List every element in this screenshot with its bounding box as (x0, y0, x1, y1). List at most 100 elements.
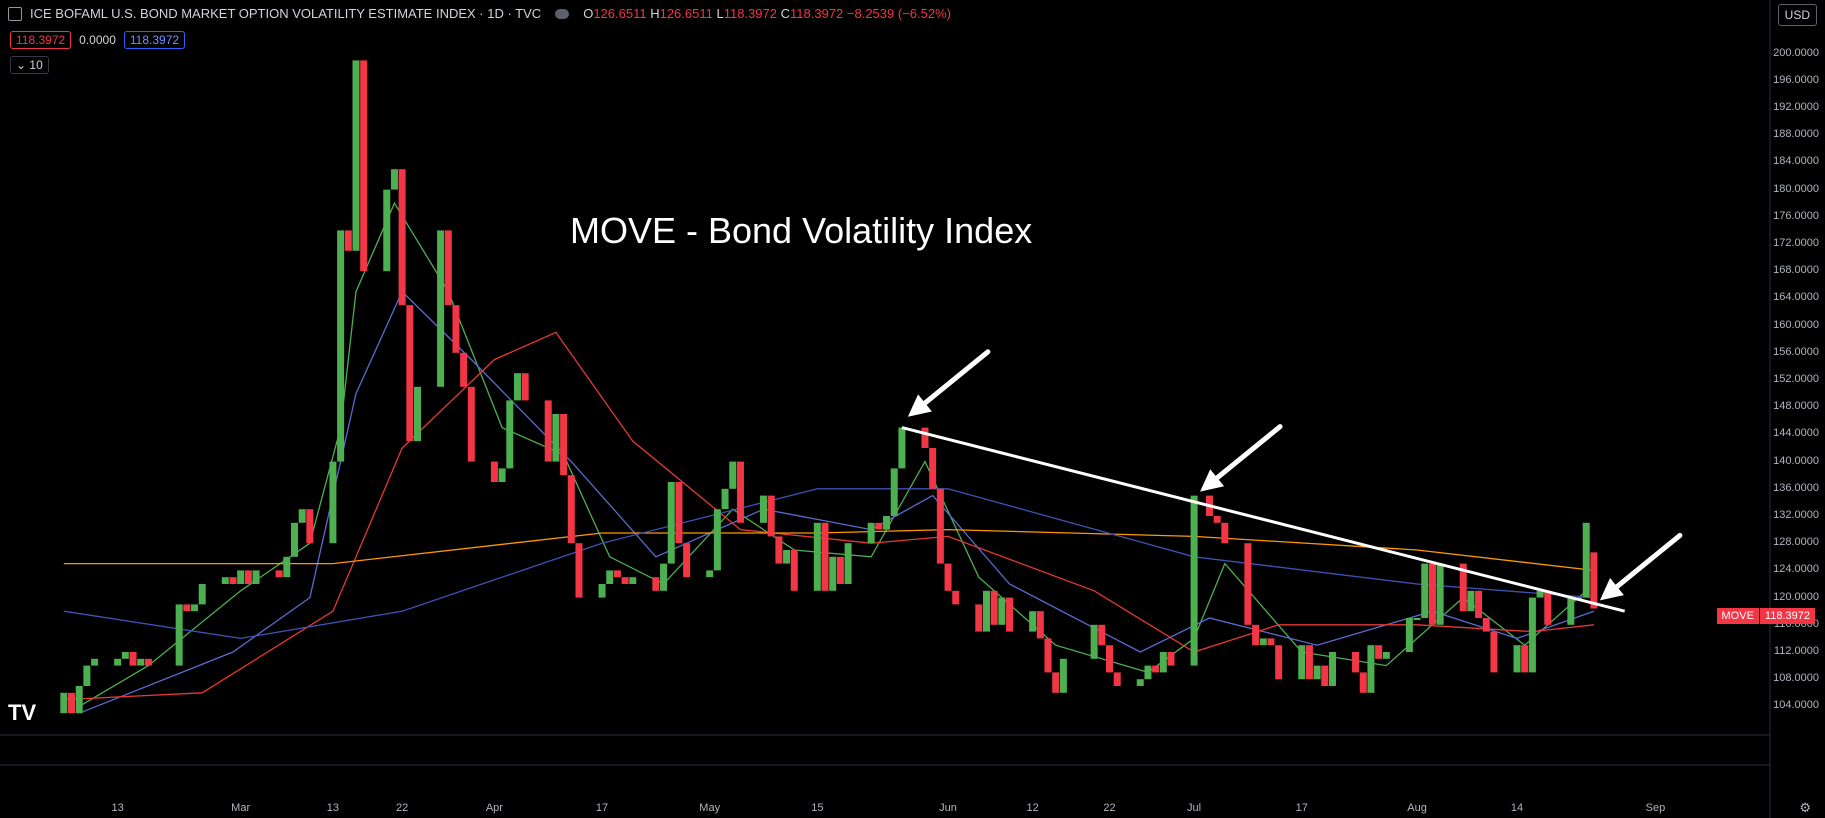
symbol-title[interactable]: ICE BOFAML U.S. BOND MARKET OPTION VOLAT… (30, 6, 542, 21)
ask-box[interactable]: 118.3972 (123, 31, 186, 49)
indicator-collapse[interactable]: ⌄ 10 (10, 56, 49, 74)
candle (1467, 590, 1475, 612)
candle (352, 60, 360, 251)
time-tick-label: 22 (1103, 802, 1116, 814)
candle (467, 386, 475, 462)
candle (191, 604, 199, 612)
annotation-arrow (1607, 532, 1683, 595)
ma-line-blue-long (63, 488, 1594, 640)
bid-box[interactable]: 118.3972 (10, 31, 72, 49)
time-tick-label: 14 (1510, 802, 1524, 814)
candle (1298, 645, 1306, 680)
price-tick-label: 136.0000 (1773, 481, 1819, 494)
candle (1367, 645, 1375, 693)
candle (444, 230, 452, 306)
candle (437, 230, 445, 387)
time-tick-label: May (699, 802, 721, 814)
candle (1421, 563, 1429, 618)
candle (706, 570, 714, 578)
candle (1536, 590, 1544, 598)
candle (898, 427, 906, 469)
price-tick-label: 128.0000 (1773, 536, 1819, 549)
candle (1359, 672, 1367, 693)
candle (660, 563, 668, 591)
candle (252, 570, 260, 584)
candle (460, 352, 468, 387)
candle (290, 522, 298, 557)
candle (137, 658, 145, 666)
price-tick-label: 164.0000 (1773, 291, 1819, 304)
candle (1167, 652, 1175, 666)
candle (713, 509, 721, 571)
time-tick-label: 17 (1295, 802, 1308, 814)
candle (221, 577, 229, 584)
price-tick-label: 192.0000 (1773, 101, 1819, 113)
candle (1059, 658, 1067, 693)
price-tick-label: 176.0000 (1773, 209, 1819, 222)
candle (506, 400, 514, 469)
candle (606, 570, 614, 584)
candle (1052, 672, 1060, 693)
tradingview-logo[interactable]: TV (8, 700, 37, 725)
price-tick-label: 152.0000 (1773, 373, 1819, 385)
candle (775, 536, 783, 564)
candle (821, 522, 829, 591)
candle (767, 495, 775, 537)
candle (406, 305, 414, 442)
candle (813, 522, 821, 591)
time-tick-label: Jul (1187, 802, 1202, 814)
time-tick-label: Jun (939, 802, 957, 814)
candle (990, 590, 998, 625)
candle (1044, 638, 1052, 673)
candle (198, 584, 206, 605)
candle (75, 686, 83, 714)
candle (275, 570, 283, 578)
candle (1352, 652, 1360, 673)
time-tick-label: Aug (1407, 802, 1427, 814)
candle (1252, 624, 1260, 646)
candle (1490, 631, 1498, 673)
candle (1213, 516, 1221, 523)
candle (1136, 679, 1144, 686)
candle (1275, 645, 1283, 680)
candle (944, 563, 952, 591)
candle (1528, 597, 1536, 673)
annotation-arrow (1207, 424, 1283, 487)
candle (498, 468, 506, 482)
candle (844, 543, 852, 584)
candle (544, 400, 552, 462)
candle (1413, 618, 1421, 620)
candle (736, 461, 744, 523)
candle (398, 169, 406, 306)
price-tick-label: 200.0000 (1773, 46, 1819, 59)
candle (1405, 618, 1413, 652)
candle (1590, 552, 1598, 609)
candle (114, 658, 122, 666)
price-tick-label: 124.0000 (1773, 563, 1819, 576)
candle (598, 584, 606, 598)
currency-button[interactable]: USD (1777, 4, 1817, 26)
candle (390, 169, 398, 190)
candle (1313, 665, 1321, 680)
trendline (901, 426, 1626, 613)
candle (929, 448, 937, 489)
candle (283, 556, 291, 578)
candle (68, 692, 76, 714)
candle (575, 543, 583, 598)
gear-icon[interactable]: ⚙ (1799, 800, 1811, 815)
candle (936, 488, 944, 564)
visibility-toggle-icon[interactable] (555, 8, 570, 19)
price-tick-label: 108.0000 (1773, 672, 1819, 685)
candle (60, 692, 68, 714)
price-tick-label: 160.0000 (1773, 318, 1819, 331)
candle (1259, 638, 1267, 646)
candle (1482, 618, 1490, 632)
candle (621, 577, 629, 584)
candle (91, 658, 99, 666)
price-tick-label: 148.0000 (1773, 400, 1819, 413)
time-tick-label: 12 (1026, 802, 1039, 814)
chart-legend: ICE BOFAML U.S. BOND MARKET OPTION VOLAT… (8, 6, 951, 21)
candle (1106, 645, 1114, 673)
candle (1459, 563, 1467, 612)
